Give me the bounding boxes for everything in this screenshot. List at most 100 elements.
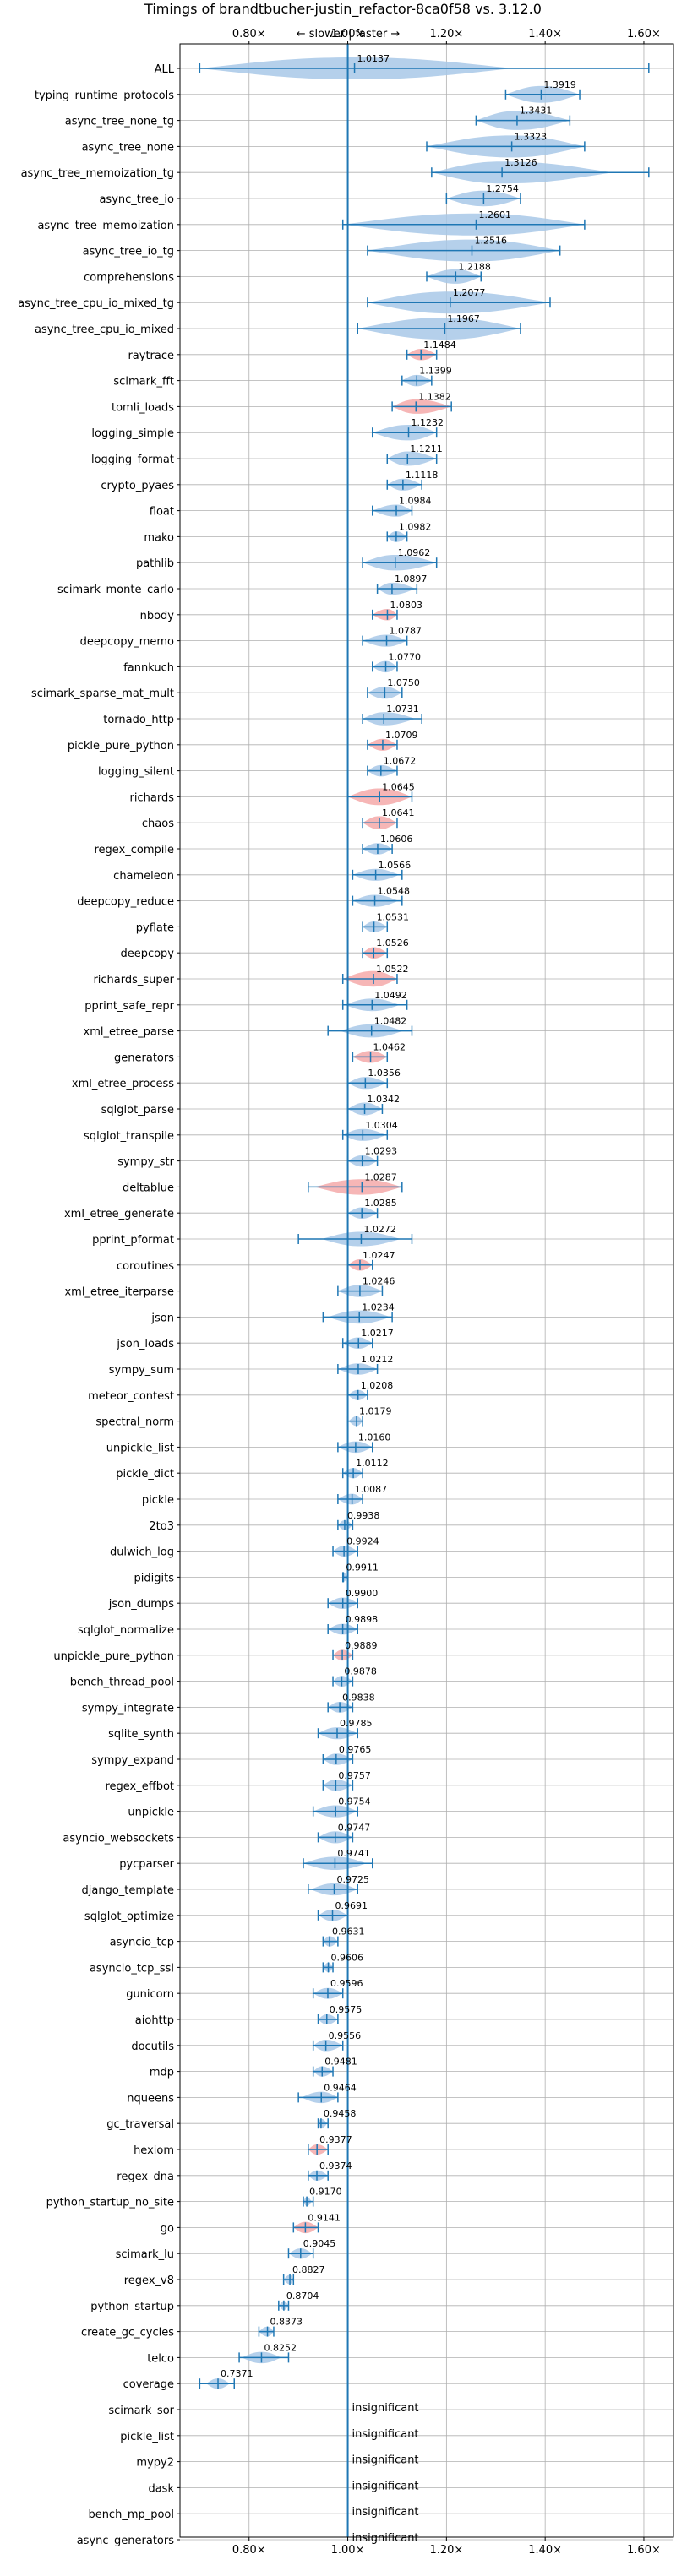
benchmark-label: sqlite_synth [108, 1728, 174, 1741]
value-label: 1.0641 [382, 807, 415, 818]
value-label: 0.9754 [338, 1796, 371, 1807]
benchmark-label: async_tree_io_tg [83, 246, 174, 258]
benchmark-label: mako [144, 531, 174, 544]
insignificant-label: insignificant [352, 2402, 419, 2415]
value-label: 1.0160 [358, 1432, 391, 1443]
benchmark-label: scimark_sor [108, 2405, 174, 2417]
benchmark-label: sympy_str [117, 1156, 174, 1169]
value-label: 1.0287 [364, 1171, 397, 1182]
value-label: 1.1399 [419, 366, 452, 377]
benchmark-label: deepcopy_reduce [77, 896, 174, 909]
benchmark-label: telco [147, 2352, 174, 2365]
benchmark-label: 2to3 [149, 1520, 174, 1533]
value-label: 1.0731 [386, 704, 419, 715]
benchmark-label: coverage [123, 2378, 174, 2391]
benchmark-label: pickle_list [120, 2431, 174, 2443]
benchmark-label: sympy_expand [91, 1754, 174, 1767]
insignificant-label: insignificant [352, 2428, 419, 2441]
faster-label: faster → [355, 28, 400, 41]
benchmark-label: coroutines [117, 1260, 174, 1273]
benchmark-label: deltablue [123, 1182, 174, 1194]
value-label: 1.0247 [363, 1250, 395, 1261]
value-label: 0.9889 [345, 1640, 378, 1651]
insignificant-label: insignificant [352, 2480, 419, 2492]
benchmark-label: sqlglot_optimize [84, 1910, 174, 1923]
benchmark-label: logging_format [91, 454, 174, 466]
benchmark-label: django_template [82, 1884, 174, 1897]
benchmark-label: go [161, 2222, 174, 2235]
value-label: 1.0770 [389, 651, 422, 662]
value-label: 0.9898 [346, 1614, 379, 1625]
value-label: 1.0897 [395, 573, 428, 584]
benchmark-label: mdp [150, 2067, 174, 2079]
benchmark-label: richards_super [93, 974, 174, 986]
value-label: 0.9481 [324, 2057, 357, 2068]
benchmark-label: async_tree_cpu_io_mixed [35, 323, 174, 336]
benchmark-label: python_startup_no_site [46, 2197, 174, 2209]
value-label: 1.0246 [363, 1276, 395, 1287]
benchmark-label: crypto_pyaes [101, 480, 174, 492]
benchmark-label: pickle_dict [116, 1468, 174, 1481]
benchmark-label: asyncio_tcp_ssl [90, 1962, 174, 1975]
value-label: 1.0272 [363, 1224, 396, 1235]
value-labels: 1.0137 1.3919 1.3431 1.3323 1.3126 1.2754 1.26… [221, 53, 576, 2545]
benchmark-label: pycparser [119, 1858, 174, 1871]
value-label: 0.9575 [330, 2004, 363, 2015]
benchmark-label: bench_thread_pool [70, 1677, 174, 1689]
benchmark-label: pickle_pure_python [68, 740, 174, 753]
value-label: 0.9631 [332, 1927, 365, 1937]
value-label: 0.9757 [338, 1770, 371, 1781]
value-label: 0.9377 [319, 2134, 352, 2145]
value-label: 1.3919 [543, 79, 576, 90]
value-label: 1.0787 [390, 626, 422, 637]
benchmark-label: pathlib [136, 557, 174, 570]
direction-separator: | [348, 28, 352, 41]
benchmark-label: tornado_http [103, 714, 174, 726]
value-label: 1.0212 [361, 1354, 394, 1365]
benchmark-label: async_tree_cpu_io_mixed_tg [18, 297, 174, 310]
benchmark-label: xml_etree_process [72, 1078, 174, 1090]
value-label: 1.0342 [368, 1094, 401, 1105]
value-label: 0.8704 [286, 2291, 319, 2302]
benchmark-label: deepcopy_memo [80, 636, 174, 649]
benchmark-label: docutils [131, 2041, 174, 2053]
benchmark-label: fannkuch [123, 661, 174, 674]
x-tick-label-top: 0.80× [232, 28, 266, 41]
value-label: 1.0548 [378, 886, 411, 897]
benchmark-label: unpickle [128, 1807, 174, 1819]
benchmark-label: pickle [142, 1494, 174, 1507]
benchmark-label: async_tree_memoization [37, 220, 174, 232]
benchmark-label: chameleon [113, 870, 174, 883]
benchmark-label: async_tree_io [99, 193, 174, 206]
x-tick-label-top: 1.20× [429, 28, 463, 41]
benchmark-label: scimark_monte_carlo [57, 584, 174, 596]
value-label: 1.0087 [355, 1484, 388, 1495]
value-label: 0.9747 [338, 1822, 371, 1833]
benchmark-label: scimark_fft [113, 376, 174, 389]
x-ticks-top: 0.80× 1.00× 1.20× 1.40× 1.60× [232, 28, 661, 44]
benchmark-label: sympy_integrate [82, 1702, 174, 1715]
value-label: 0.8252 [264, 2342, 297, 2353]
benchmark-label: asyncio_tcp [110, 1937, 174, 1949]
benchmark-label: scimark_lu [116, 2248, 174, 2261]
x-tick-label-top: 1.40× [528, 28, 562, 41]
value-label: 1.0208 [361, 1380, 394, 1391]
x-tick-label-bottom: 1.60× [627, 2544, 661, 2557]
value-label: 1.0984 [399, 496, 432, 507]
value-label: 1.0531 [377, 911, 410, 922]
benchmark-label: meteor_contest [88, 1390, 174, 1403]
benchmark-label: nqueens [127, 2092, 174, 2105]
benchmark-label: raytrace [128, 350, 174, 362]
value-label: 0.9458 [324, 2108, 357, 2119]
value-label: 0.9556 [329, 2030, 362, 2041]
benchmark-label: aiohttp [135, 2014, 174, 2027]
value-label: 1.0137 [357, 53, 390, 64]
value-label: 0.9911 [346, 1562, 379, 1573]
x-tick-label-top: 1.60× [627, 28, 661, 41]
benchmark-label: spectral_norm [95, 1416, 174, 1429]
benchmark-label: unpickle_list [106, 1442, 174, 1454]
value-label: 0.9785 [340, 1718, 373, 1729]
value-label: 0.9765 [339, 1744, 372, 1755]
x-ticks-bottom: 0.80× 1.00× 1.20× 1.40× 1.60× [232, 2537, 661, 2557]
